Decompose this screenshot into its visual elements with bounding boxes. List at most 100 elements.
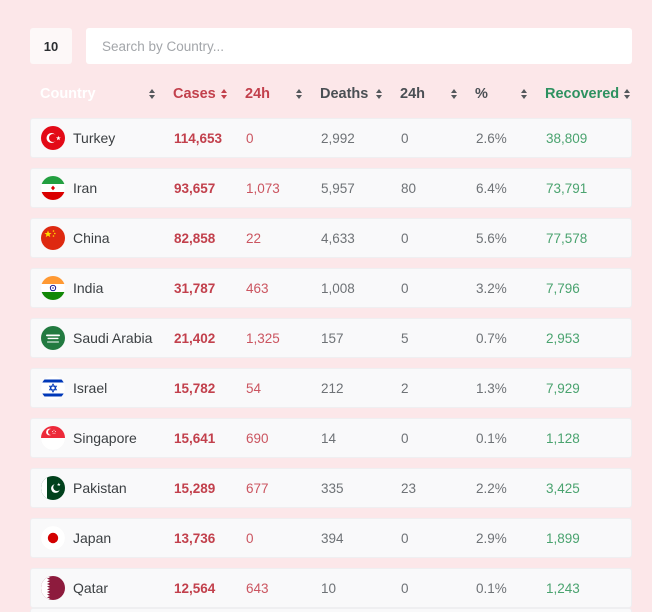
table-row-qatar[interactable]: Qatar 12,564 643 10 0 0.1% 1,243 [30,568,632,608]
cell-cases-24h: 1,325 [246,330,280,346]
cell-recovered: 77,578 [546,230,588,246]
cell-recovered: 1,243 [546,580,580,596]
cell-deaths: 14 [321,430,337,446]
cell-cases: 21,402 [174,330,216,346]
flag-china-icon [41,226,65,250]
cell-country: Turkey [41,126,174,150]
table-row-iran[interactable]: Iran 93,657 1,073 5,957 80 6.4% 73,791 [30,168,632,208]
cell-recovered: 2,953 [546,330,580,346]
sort-icon[interactable] [149,88,155,100]
flag-israel-icon [41,376,65,400]
cell-pct: 2.9% [476,530,507,546]
column-label: 24h [245,86,270,102]
cell-pct: 0.7% [476,330,507,346]
flag-qatar-icon [41,576,65,600]
table-row-turkey[interactable]: Turkey 114,653 0 2,992 0 2.6% 38,809 [30,118,632,158]
cell-recovered: 38,809 [546,130,588,146]
cell-deaths-24h: 0 [401,130,409,146]
table-row-pakistan[interactable]: Pakistan 15,289 677 335 23 2.2% 3,425 [30,468,632,508]
table-row-china[interactable]: China 82,858 22 4,633 0 5.6% 77,578 [30,218,632,258]
cell-pct: 2.2% [476,480,507,496]
sort-icon[interactable] [296,88,302,100]
country-name: China [73,230,110,246]
sort-icon[interactable] [221,88,227,100]
cell-deaths-24h: 0 [401,430,409,446]
column-header-cases[interactable]: Cases [173,82,245,106]
cell-recovered: 3,425 [546,480,580,496]
cell-recovered: 73,791 [546,180,588,196]
flag-iran-icon [41,176,65,200]
country-name: Turkey [73,130,116,146]
sort-icon[interactable] [451,88,457,100]
cell-cases: 114,653 [174,130,223,146]
cell-pct: 0.1% [476,430,507,446]
country-name: Qatar [73,580,109,596]
country-name: Singapore [73,430,137,446]
cell-deaths: 212 [321,380,344,396]
cell-cases: 15,289 [174,480,216,496]
column-header-deaths-24h[interactable]: 24h [400,82,475,106]
sort-icon[interactable] [624,88,630,100]
cell-deaths: 335 [321,480,344,496]
cell-deaths: 1,008 [321,280,355,296]
column-label: Country [40,86,96,102]
cell-cases: 82,858 [174,230,216,246]
cell-recovered: 1,128 [546,430,580,446]
cell-cases: 93,657 [174,180,216,196]
cell-country: Saudi Arabia [41,326,174,350]
partial-next-row [30,608,632,612]
cell-country: India [41,276,174,300]
table-row-israel[interactable]: Israel 15,782 54 212 2 1.3% 7,929 [30,368,632,408]
country-name: Iran [73,180,98,196]
cell-deaths: 2,992 [321,130,355,146]
cell-cases: 12,564 [174,580,216,596]
cell-pct: 2.6% [476,130,507,146]
cell-deaths-24h: 2 [401,380,409,396]
column-label: % [475,86,488,102]
cell-country: China [41,226,174,250]
cell-country: Japan [41,526,174,550]
cell-cases-24h: 0 [246,530,254,546]
flag-singapore-icon [41,426,65,450]
search-input[interactable] [86,28,632,64]
flag-pakistan-icon [41,476,65,500]
cell-pct: 0.1% [476,580,507,596]
sort-icon[interactable] [521,88,527,100]
cell-country: Iran [41,176,174,200]
table-row-japan[interactable]: Japan 13,736 0 394 0 2.9% 1,899 [30,518,632,558]
flag-saudi-arabia-icon [41,326,65,350]
cell-cases-24h: 54 [246,380,262,396]
cell-cases: 15,782 [174,380,216,396]
cell-cases-24h: 690 [246,430,269,446]
cell-deaths: 157 [321,330,344,346]
table-row-singapore[interactable]: Singapore 15,641 690 14 0 0.1% 1,128 [30,418,632,458]
cell-country: Israel [41,376,174,400]
country-name: India [73,280,104,296]
cell-country: Qatar [41,576,174,600]
page-size-select[interactable]: 10 [30,28,72,64]
flag-turkey-icon [41,126,65,150]
column-header-deaths[interactable]: Deaths [320,82,400,106]
cell-pct: 3.2% [476,280,507,296]
cell-cases: 13,736 [174,530,216,546]
table-row-india[interactable]: India 31,787 463 1,008 0 3.2% 7,796 [30,268,632,308]
column-label: Recovered [545,86,620,102]
table-header: Country Cases 24h Deaths 24h% Recovered [30,82,632,106]
column-header-pct[interactable]: % [475,82,545,106]
table-row-saudi-arabia[interactable]: Saudi Arabia 21,402 1,325 157 5 0.7% 2,953 [30,318,632,358]
column-header-country[interactable]: Country [40,82,173,106]
country-name: Saudi Arabia [73,330,153,346]
column-header-recovered[interactable]: Recovered [545,82,632,106]
cell-deaths-24h: 0 [401,280,409,296]
flag-india-icon [41,276,65,300]
cell-country: Pakistan [41,476,174,500]
cell-deaths-24h: 0 [401,530,409,546]
cell-cases-24h: 22 [246,230,262,246]
country-name: Pakistan [73,480,127,496]
sort-icon[interactable] [376,88,382,100]
cell-country: Singapore [41,426,174,450]
column-header-cases-24h[interactable]: 24h [245,82,320,106]
cell-recovered: 7,929 [546,380,580,396]
cell-deaths-24h: 5 [401,330,409,346]
